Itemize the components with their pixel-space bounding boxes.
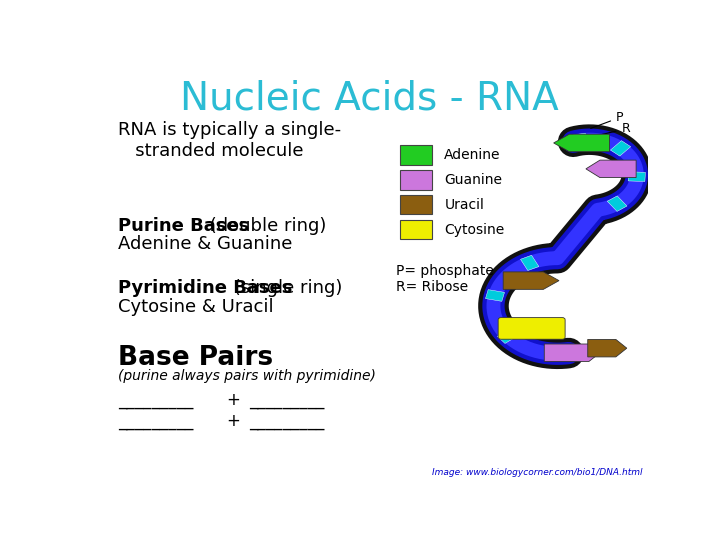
Text: Purine Bases: Purine Bases — [118, 217, 249, 234]
Bar — [498, 328, 518, 343]
Bar — [607, 196, 627, 211]
Text: _________: _________ — [249, 412, 325, 430]
Text: _________: _________ — [118, 412, 193, 430]
Text: Guanine: Guanine — [444, 173, 503, 187]
Bar — [553, 347, 565, 360]
Text: RNA is typically a single-
   stranded molecule: RNA is typically a single- stranded mole… — [118, 121, 341, 160]
Text: Cytosine & Uracil: Cytosine & Uracil — [118, 298, 274, 316]
FancyArrow shape — [554, 134, 609, 152]
Text: (single ring): (single ring) — [228, 279, 343, 297]
Text: Nucleic Acids - RNA: Nucleic Acids - RNA — [179, 79, 559, 117]
FancyArrow shape — [544, 344, 600, 361]
Text: +: + — [227, 391, 240, 409]
Bar — [573, 133, 588, 147]
Text: Adenine & Guanine: Adenine & Guanine — [118, 235, 292, 253]
Text: R= Ribose: R= Ribose — [396, 280, 468, 294]
FancyBboxPatch shape — [400, 220, 432, 239]
Text: R: R — [596, 122, 630, 136]
Bar — [628, 172, 645, 181]
FancyBboxPatch shape — [400, 195, 432, 214]
Text: Image: www.biologycorner.com/bio1/DNA.html: Image: www.biologycorner.com/bio1/DNA.ht… — [432, 468, 642, 477]
Bar — [611, 140, 631, 156]
FancyArrow shape — [586, 160, 636, 178]
Text: (purine always pairs with pyrimidine): (purine always pairs with pyrimidine) — [118, 369, 376, 383]
Bar — [485, 289, 505, 301]
Text: Base Pairs: Base Pairs — [118, 346, 273, 372]
FancyBboxPatch shape — [498, 318, 565, 339]
Text: (double ring): (double ring) — [204, 217, 327, 234]
Text: +: + — [227, 412, 240, 430]
Text: P: P — [590, 111, 624, 129]
Text: Cytosine: Cytosine — [444, 223, 505, 237]
Text: Uracil: Uracil — [444, 198, 485, 212]
FancyArrow shape — [503, 272, 559, 289]
FancyBboxPatch shape — [400, 145, 432, 165]
Text: _________: _________ — [118, 391, 193, 409]
Bar — [521, 255, 539, 271]
Text: P= phosphate: P= phosphate — [396, 265, 494, 279]
Text: _________: _________ — [249, 391, 325, 409]
FancyArrow shape — [588, 340, 627, 357]
FancyBboxPatch shape — [400, 171, 432, 190]
Text: Pyrimidine Bases: Pyrimidine Bases — [118, 279, 292, 297]
Text: Adenine: Adenine — [444, 148, 501, 162]
